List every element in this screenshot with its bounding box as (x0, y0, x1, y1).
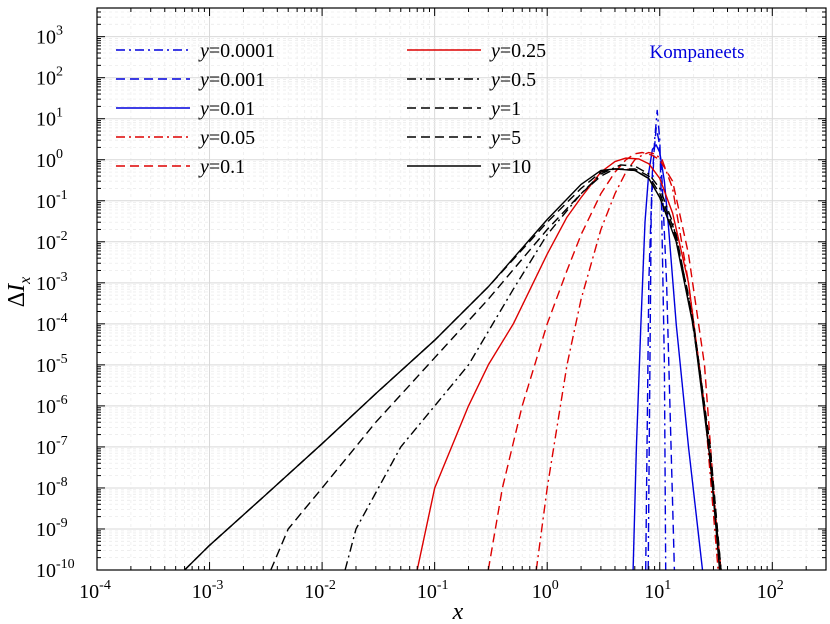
y-axis-label-sub: x (17, 277, 34, 285)
y-tick-label: 10-2 (36, 229, 68, 254)
y-tick-label: 103 (36, 24, 63, 49)
grid (96, 7, 827, 571)
y-tick-label: 10-9 (36, 516, 68, 541)
x-tick-labels: 10-4 10-3 10-2 10-1 100 101 102 (79, 578, 784, 603)
y-tick-label: 10-1 (36, 188, 68, 213)
y-tick-label: 10-10 (36, 557, 75, 582)
x-tick-label: 102 (757, 578, 784, 603)
legend: y=0.0001 y=0.001 y=0.01 y=0.05 y=0.1 y=0.25 y=… (116, 40, 546, 178)
x-tick-label: 10-3 (192, 578, 224, 603)
series-line-5 (416, 157, 722, 571)
y-tick-label: 101 (36, 106, 63, 131)
x-tick-label: 10-1 (417, 578, 449, 603)
y-tick-label: 10-4 (36, 311, 68, 336)
series-line-9 (184, 168, 721, 571)
series-line-4 (487, 151, 721, 571)
legend-label-6: y=0.5 (489, 69, 536, 91)
series-line-1 (645, 127, 676, 571)
y-tick-label: 10-5 (36, 352, 68, 377)
series-line-3 (535, 151, 719, 571)
y-tick-label: 100 (36, 147, 63, 172)
x-tick-label: 10-2 (304, 578, 336, 603)
legend-label-8: y=5 (489, 127, 521, 149)
legend-label-3: y=0.05 (198, 127, 255, 149)
y-axis-label: ΔIx (4, 277, 34, 308)
legend-label-0: y=0.0001 (198, 40, 275, 62)
y-tick-label: 10-7 (36, 434, 68, 459)
y-axis-label-delta: Δ (4, 292, 30, 307)
y-tick-label: 102 (36, 65, 63, 90)
legend-label-1: y=0.001 (198, 69, 265, 91)
legend-label-5: y=0.25 (489, 40, 546, 62)
legend-label-9: y=10 (489, 156, 531, 178)
y-tick-label: 10-8 (36, 475, 68, 500)
legend-label-2: y=0.01 (198, 98, 255, 120)
ticks (96, 7, 827, 571)
y-tick-labels: 10-10 10-9 10-8 10-7 10-6 10-5 10-4 10-3 10-2 10-… (36, 24, 75, 582)
series-line-2 (632, 144, 704, 571)
curves (184, 109, 722, 571)
y-axis-label-var: I (4, 283, 30, 293)
annotation-kompaneets: Kompaneets (650, 42, 745, 63)
x-tick-label: 100 (532, 578, 559, 603)
y-tick-label: 10-6 (36, 393, 68, 418)
legend-label-4: y=0.1 (198, 156, 245, 178)
x-axis-label: x (452, 599, 464, 624)
y-tick-label: 10-3 (36, 270, 68, 295)
series-line-6 (344, 164, 722, 571)
x-tick-label: 10-4 (79, 578, 111, 603)
x-tick-label: 101 (644, 578, 671, 603)
legend-label-7: y=1 (489, 98, 521, 120)
